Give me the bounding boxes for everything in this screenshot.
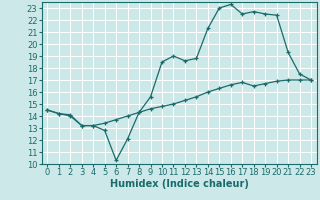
X-axis label: Humidex (Indice chaleur): Humidex (Indice chaleur) — [110, 179, 249, 189]
